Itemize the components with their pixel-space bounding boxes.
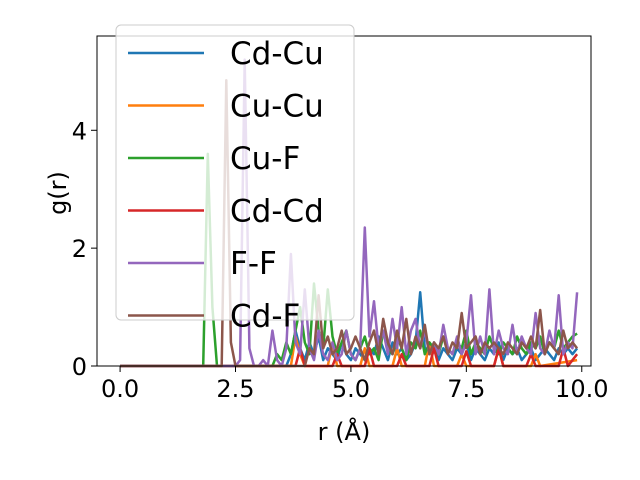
legend-label: Cu-Cu — [230, 89, 324, 125]
x-tick-label: 5.0 — [332, 375, 370, 403]
y-tick-label: 4 — [72, 117, 87, 145]
legend-item: Cu-Cu — [128, 89, 324, 125]
legend-item: Cu-F — [128, 141, 300, 177]
legend-box — [115, 24, 355, 321]
x-tick-label: 2.5 — [216, 375, 254, 403]
legend-label: Cd-Cu — [230, 36, 324, 72]
legend-item: F-F — [128, 246, 277, 282]
y-tick-label: 2 — [72, 235, 87, 263]
legend-label: Cd-F — [230, 299, 300, 335]
x-axis: 0.0 2.5 5.0 7.5 10.0 — [101, 366, 608, 403]
y-axis-label: g(r) — [44, 171, 72, 215]
legend-label: Cu-F — [230, 141, 300, 177]
legend-item: Cd-Cd — [128, 194, 324, 230]
y-tick-label: 0 — [72, 353, 87, 381]
y-axis: 0 2 4 — [72, 117, 97, 381]
x-tick-label: 10.0 — [555, 375, 608, 403]
legend-label: Cd-Cd — [230, 194, 324, 230]
x-axis-label: r (Å) — [318, 417, 371, 446]
x-tick-label: 0.0 — [101, 375, 139, 403]
x-tick-label: 7.5 — [447, 375, 485, 403]
legend-label: F-F — [230, 246, 277, 282]
series-line-cd-f — [120, 78, 579, 368]
legend: Cd-Cu Cu-Cu Cu-F Cd-Cd F-F Cd-F — [115, 24, 355, 335]
legend-item: Cd-F — [128, 299, 300, 335]
legend-item: Cd-Cu — [128, 36, 324, 72]
